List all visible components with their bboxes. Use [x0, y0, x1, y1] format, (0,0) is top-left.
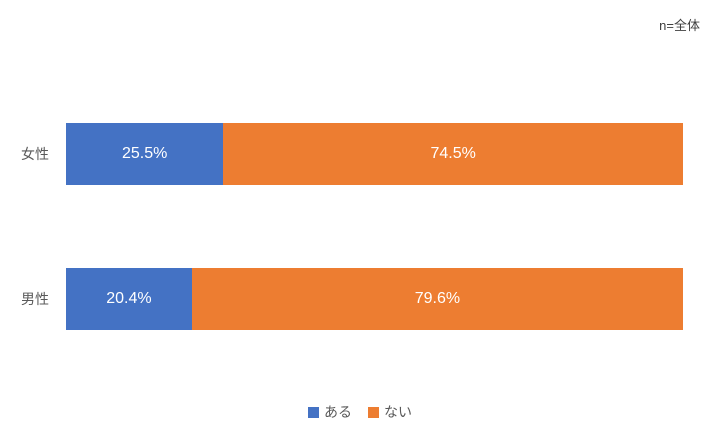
- legend-item-nai: ない: [368, 402, 412, 422]
- category-label: 男性: [21, 291, 49, 307]
- sample-size-annotation: n=全体: [659, 18, 700, 33]
- bar-row: 女性 25.5% 74.5%: [0, 123, 683, 185]
- bar-value-label: 74.5%: [430, 145, 476, 162]
- bar-row: 男性 20.4% 79.6%: [0, 268, 683, 330]
- bar-value-label: 79.6%: [414, 290, 461, 307]
- legend-item-aru: ある: [308, 402, 352, 422]
- bar-segment-nai: 79.6%: [191, 268, 683, 330]
- legend-swatch-icon: [308, 406, 319, 418]
- bar-segment-aru: 20.4%: [66, 268, 192, 330]
- bar-track: 25.5% 74.5%: [66, 123, 683, 185]
- legend-swatch-icon: [368, 406, 379, 418]
- category-label: 女性: [21, 146, 49, 162]
- bar-segment-aru: 25.5%: [66, 123, 224, 185]
- bar-value-label: 20.4%: [106, 290, 152, 307]
- legend-item-label: ある: [324, 404, 352, 420]
- bar-track: 20.4% 79.6%: [66, 268, 683, 330]
- bar-value-label: 25.5%: [121, 145, 168, 162]
- legend-item-label: ない: [384, 404, 412, 420]
- bar-segment-nai: 74.5%: [223, 123, 683, 185]
- legend: ある ない: [0, 402, 720, 422]
